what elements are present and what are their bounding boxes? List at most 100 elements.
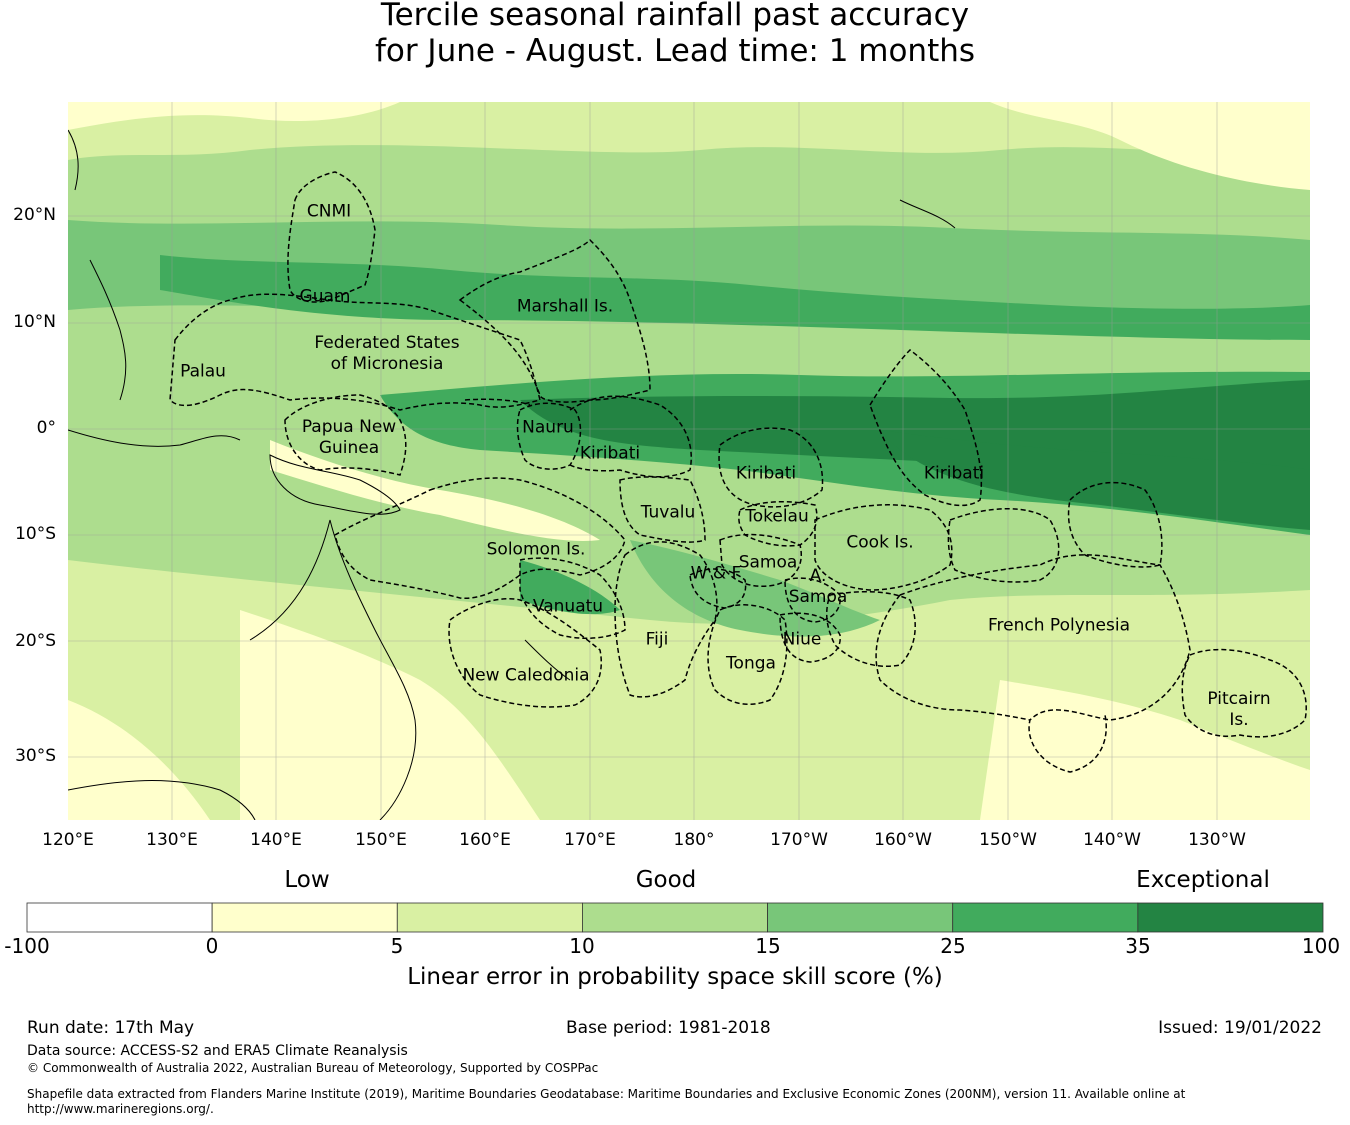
region-label: Niue <box>782 629 822 650</box>
eez-cnmi <box>287 171 376 303</box>
eez-vanuatu <box>519 557 626 640</box>
field-north-pale <box>68 102 1310 160</box>
region-label: A. Samoa <box>788 566 848 607</box>
colorbar-tick: 100 <box>1301 934 1341 958</box>
philippines-coast <box>89 259 127 401</box>
eez-cook-south <box>825 590 916 667</box>
region-label: Papua New Guinea <box>301 417 397 458</box>
eez-new-caledonia <box>448 598 602 708</box>
region-label: Vanuatu <box>532 596 604 617</box>
lon-tick: 160°E <box>459 830 511 850</box>
eez-png <box>284 394 407 476</box>
eez-kiribati-line <box>869 349 983 507</box>
data-source: Data source: ACCESS-S2 and ERA5 Climate … <box>27 1043 408 1059</box>
region-label: French Polynesia <box>988 615 1130 636</box>
region-label: New Caledonia <box>462 665 590 686</box>
region-label: Tokelau <box>745 506 809 527</box>
eez-french-polynesia-marquesas <box>947 508 1060 583</box>
colorbar-tick: 10 <box>569 934 595 958</box>
lat-tick: 0° <box>36 418 56 438</box>
eez-samoa <box>719 533 802 587</box>
lon-tick: 140°W <box>1083 830 1141 850</box>
eez-french-polynesia <box>875 554 1191 773</box>
field-australia-low <box>240 610 540 820</box>
lat-tick: 20°S <box>15 631 56 651</box>
colorbar-word-low: Low <box>284 867 330 893</box>
eez-boundaries <box>169 171 1307 773</box>
skill-field <box>68 102 1310 820</box>
colorbar-tick: 25 <box>940 934 966 958</box>
lon-tick: 160°W <box>874 830 932 850</box>
eez-pitcairn <box>1181 648 1307 738</box>
shapefile-credit: Shapefile data extracted from Flanders M… <box>27 1087 1186 1116</box>
lon-tick: 170°E <box>564 830 616 850</box>
lon-tick: 150°W <box>979 830 1037 850</box>
lon-tick: 150°E <box>355 830 407 850</box>
colorbar-swatch <box>952 902 1139 933</box>
region-label: Fiji <box>645 629 669 650</box>
run-date: Run date: 17th May <box>27 1018 195 1038</box>
chart-title-line-1: Tercile seasonal rainfall past accuracy <box>380 0 970 33</box>
lon-tick: 130°W <box>1188 830 1246 850</box>
lat-tick: 20°N <box>13 205 56 225</box>
australia-coast <box>249 519 417 820</box>
eez-tonga <box>707 604 788 706</box>
australia-south-coast <box>68 780 256 820</box>
lon-tick: 130°E <box>146 830 198 850</box>
lon-tick: 120°E <box>42 830 94 850</box>
region-label: CNMI <box>306 201 352 222</box>
colorbar-swatch <box>767 902 954 933</box>
chart-title-line-2: for June - August. Lead time: 1 months <box>374 33 976 69</box>
eez-tuvalu <box>619 476 706 543</box>
region-label: Kiribati <box>923 463 985 484</box>
colorbar-tick: 35 <box>1125 934 1151 958</box>
indonesia-coast <box>68 429 241 447</box>
region-label: Marshall Is. <box>516 296 614 317</box>
eez-kiribati-west <box>464 395 692 478</box>
region-label: Samoa <box>738 552 798 573</box>
colorbar-tick: 15 <box>755 934 781 958</box>
taiwan-coast <box>68 129 79 191</box>
lon-tick: 170°W <box>770 830 828 850</box>
eez-kiribati-phoenix <box>718 427 824 508</box>
field-vanuatu-green <box>520 560 620 615</box>
region-label: W & F <box>690 563 742 584</box>
base-period: Base period: 1981-2018 <box>566 1018 771 1038</box>
colorbar-tick: 5 <box>390 934 404 958</box>
colorbar-swatch <box>211 902 398 933</box>
graticule <box>68 102 1310 820</box>
field-fiji-green <box>630 540 880 637</box>
eez-wallis-futuna <box>689 568 747 609</box>
field-band-strong <box>160 255 1310 340</box>
region-label: Solomon Is. <box>486 539 586 560</box>
colorbar <box>26 902 1324 933</box>
colorbar-swatch <box>26 902 213 933</box>
colorbar-swatch <box>582 902 768 933</box>
field-northeast-low <box>990 102 1310 190</box>
new-caledonia-coast <box>524 639 571 681</box>
field-northwest-low <box>68 102 400 130</box>
eez-marshall <box>458 238 651 403</box>
colorbar-label: Linear error in probability space skill … <box>407 964 943 990</box>
colorbar-word-exceptional: Exceptional <box>1136 867 1270 893</box>
region-label: Pitcairn Is. <box>1207 689 1271 730</box>
colorbar-swatch <box>1137 902 1324 933</box>
region-label: Kiribati <box>735 463 797 484</box>
region-label: Tuvalu <box>640 502 696 523</box>
field-southeast-low <box>980 680 1310 820</box>
lat-tick: 10°S <box>15 524 56 544</box>
region-label: Kiribati <box>579 443 641 464</box>
lat-tick: 10°N <box>13 312 56 332</box>
eez-solomon <box>334 477 626 599</box>
region-label: Nauru <box>522 417 574 438</box>
field-png-low <box>270 440 600 541</box>
colorbar-swatch <box>396 902 583 933</box>
hawaii-coast <box>899 199 956 229</box>
eez-fsm-palau <box>169 293 541 411</box>
eez-niue <box>779 612 841 663</box>
colorbar-word-good: Good <box>635 867 697 893</box>
coastlines <box>68 129 956 820</box>
region-label: Guam <box>299 286 351 307</box>
field-equatorial-east <box>880 430 1310 530</box>
